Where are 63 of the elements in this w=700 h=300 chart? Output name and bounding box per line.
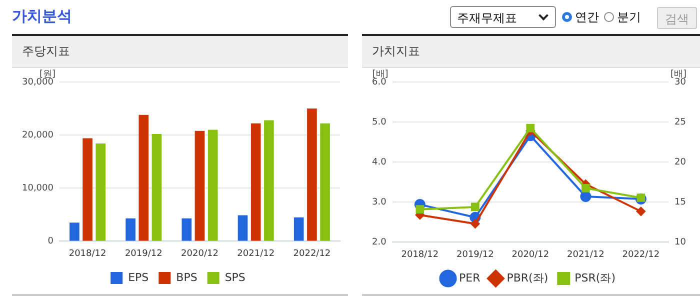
point bbox=[416, 205, 424, 214]
x-tick-label: 2020/12 bbox=[181, 248, 218, 259]
point bbox=[526, 124, 535, 132]
text: 연간 bbox=[574, 9, 599, 26]
y-tick-label: 3.0 bbox=[372, 197, 387, 208]
x-tick-label: 2018/12 bbox=[68, 248, 106, 259]
y2-tick-label: 20 bbox=[674, 157, 686, 168]
legend-label: BPS bbox=[176, 270, 198, 284]
y-tick-label: 6.0 bbox=[372, 77, 387, 88]
y-tick-label: 0 bbox=[48, 236, 54, 247]
x-tick-label: 2022/12 bbox=[293, 248, 331, 259]
point bbox=[581, 184, 590, 192]
text: 주재무제표 bbox=[450, 6, 556, 28]
point bbox=[636, 194, 646, 202]
y2-axis-title: [배] bbox=[670, 69, 687, 80]
bar bbox=[294, 217, 304, 241]
y-tick-label: 30,000 bbox=[22, 77, 54, 88]
bar bbox=[264, 120, 274, 241]
x-tick-label: 2022/12 bbox=[622, 250, 660, 260]
bar bbox=[320, 123, 330, 241]
x-tick-label: 2018/12 bbox=[401, 250, 439, 260]
x-tick-label: 2020/12 bbox=[512, 250, 550, 260]
y-tick-label: 5.0 bbox=[372, 117, 387, 128]
y-axis-title: [원] bbox=[39, 69, 56, 80]
point bbox=[470, 219, 480, 228]
bar bbox=[126, 218, 136, 241]
y-tick-label: 20,000 bbox=[22, 130, 54, 140]
bar bbox=[238, 215, 248, 241]
y-tick-label: 4.0 bbox=[372, 157, 387, 168]
legend-label: EPS bbox=[128, 270, 149, 284]
bar bbox=[70, 222, 80, 241]
bar bbox=[96, 144, 106, 241]
bar bbox=[208, 130, 218, 241]
text: 검색 bbox=[657, 7, 697, 29]
bar bbox=[82, 138, 92, 241]
y2-tick-label: 15 bbox=[674, 197, 686, 208]
x-tick-label: 2019/12 bbox=[124, 248, 162, 259]
y-tick-label: 2.0 bbox=[372, 238, 387, 248]
y-tick-label: 10,000 bbox=[22, 183, 54, 194]
bar bbox=[307, 108, 317, 241]
bar bbox=[138, 114, 149, 241]
y2-tick-label: 25 bbox=[674, 117, 686, 128]
text: 가치분석 bbox=[12, 7, 72, 26]
legend-label: PER bbox=[459, 271, 481, 284]
bar bbox=[250, 123, 261, 241]
point bbox=[580, 191, 592, 202]
bar bbox=[152, 134, 162, 241]
y2-tick-label: 30 bbox=[674, 77, 686, 88]
y2-tick-label: 10 bbox=[674, 238, 686, 248]
x-tick-label: 2021/12 bbox=[566, 250, 604, 260]
chart-title: 주당지표 bbox=[12, 34, 348, 68]
legend-label: SPS bbox=[224, 270, 246, 284]
y-axis-title: [배] bbox=[372, 69, 388, 80]
point bbox=[471, 202, 480, 212]
text: 분기 bbox=[616, 9, 641, 26]
x-tick-label: 2019/12 bbox=[456, 250, 494, 260]
legend-label: PSR(좌) bbox=[574, 271, 616, 284]
chart-title: 가치지표 bbox=[362, 34, 700, 68]
point bbox=[636, 206, 646, 216]
bar bbox=[194, 130, 205, 241]
legend-label: PBR(좌) bbox=[506, 271, 548, 284]
x-tick-label: 2021/12 bbox=[237, 248, 275, 259]
bar bbox=[182, 218, 192, 241]
